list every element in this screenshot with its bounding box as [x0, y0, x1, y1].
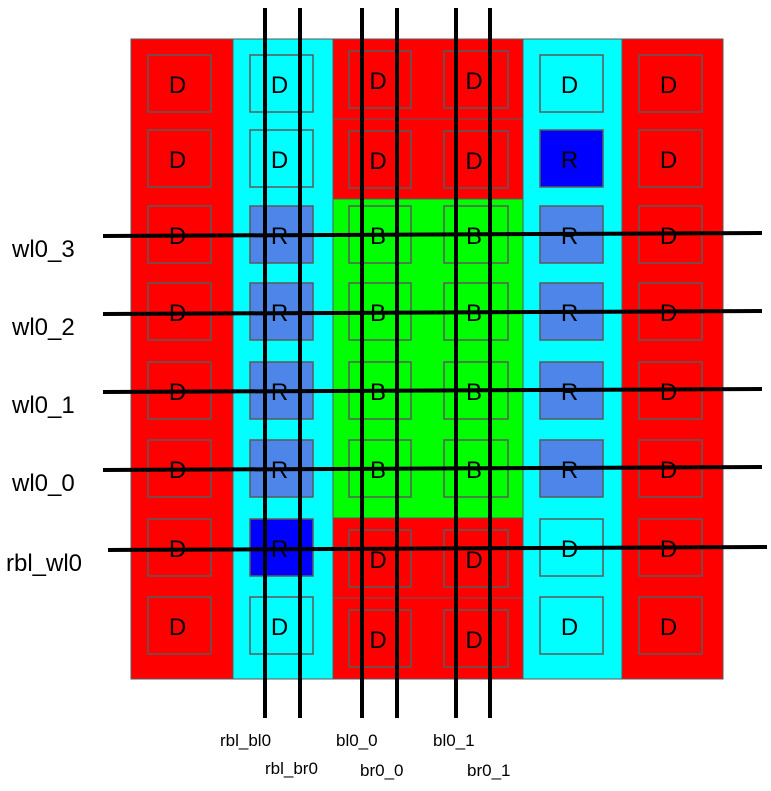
- cell-label: D: [369, 627, 386, 654]
- cell-label: D: [465, 627, 482, 654]
- bitline-label: br0_0: [360, 761, 403, 780]
- cell-label: D: [561, 614, 578, 641]
- cell-D: D: [249, 54, 314, 113]
- cell-box: [348, 529, 412, 588]
- cell-label: D: [271, 614, 288, 641]
- cell-label: D: [169, 614, 186, 641]
- wordline-label: wl0_2: [11, 314, 75, 341]
- bitline-label: br0_1: [467, 761, 510, 780]
- cell-label: R: [561, 379, 578, 406]
- cell-label: D: [465, 148, 482, 175]
- cell-label: D: [660, 147, 677, 174]
- cell-label: D: [271, 72, 288, 99]
- wordline-label: wl0_0: [11, 470, 75, 497]
- cell-D: D: [147, 596, 212, 655]
- cell-label: D: [660, 536, 677, 563]
- cell-box: [147, 518, 212, 577]
- cell-box: [249, 54, 314, 113]
- cell-D: D: [147, 129, 212, 188]
- cell-box: [348, 130, 412, 189]
- wordline-wl0_3: [102, 231, 763, 238]
- cell-label: D: [660, 72, 677, 99]
- wordline-wl0_0: [102, 465, 763, 472]
- cell-label: D: [169, 72, 186, 99]
- wordline-wl0_1: [102, 387, 763, 394]
- cell-D: D: [443, 529, 509, 588]
- cell-label: D: [271, 147, 288, 174]
- bitline-label: rbl_br0: [265, 759, 318, 778]
- cell-D: D: [348, 529, 412, 588]
- cell-label: D: [465, 547, 482, 574]
- cell-label: D: [660, 223, 677, 250]
- bitline-label: rbl_bl0: [220, 731, 271, 750]
- wordline-label: wl0_1: [11, 392, 75, 419]
- cell-D: D: [638, 596, 703, 655]
- cell-label: D: [660, 457, 677, 484]
- cell-D: D: [348, 130, 412, 189]
- wordline-rbl_wl0: [107, 545, 768, 552]
- cell-box: [249, 129, 314, 188]
- cell-box: [147, 129, 212, 188]
- cell-label: D: [369, 148, 386, 175]
- cell-label: B: [466, 223, 482, 250]
- cell-D: D: [638, 129, 703, 188]
- cell-label: R: [561, 223, 578, 250]
- cell-label: D: [561, 72, 578, 99]
- cell-label: D: [369, 68, 386, 95]
- cell-label: D: [169, 147, 186, 174]
- cell-label: R: [561, 457, 578, 484]
- cell-R: R: [539, 129, 604, 188]
- cell-D: D: [249, 596, 314, 655]
- cell-box: [539, 596, 604, 655]
- cell-box: [539, 54, 604, 113]
- cell-D: D: [348, 50, 412, 109]
- cell-D: D: [443, 130, 509, 189]
- cell-label: D: [660, 614, 677, 641]
- wordline-label: rbl_wl0: [6, 550, 82, 577]
- cell-D: D: [147, 282, 212, 341]
- cell-D: D: [147, 54, 212, 113]
- cell-D: D: [147, 518, 212, 577]
- cell-label: D: [660, 300, 677, 327]
- cell-D: D: [539, 54, 604, 113]
- cell-label: B: [466, 379, 482, 406]
- cell-label: D: [660, 379, 677, 406]
- bitline-label: bl0_0: [336, 731, 378, 750]
- cell-D: D: [249, 129, 314, 188]
- wordline-label: wl0_3: [11, 236, 75, 263]
- bitline-label: bl0_1: [433, 731, 475, 750]
- cell-box: [348, 609, 412, 668]
- cell-label: R: [561, 147, 578, 174]
- cell-D: D: [539, 596, 604, 655]
- cell-box: [147, 596, 212, 655]
- cell-D: D: [638, 54, 703, 113]
- cell-box: [348, 50, 412, 109]
- cell-box: [638, 54, 703, 113]
- cell-D: D: [443, 609, 509, 668]
- cell-label: D: [465, 68, 482, 95]
- cell-box: [249, 596, 314, 655]
- cell-D: D: [443, 50, 509, 109]
- wordline-wl0_2: [102, 309, 763, 316]
- cell-D: D: [348, 609, 412, 668]
- cell-box: [638, 129, 703, 188]
- cell-box: [147, 54, 212, 113]
- cell-box: [539, 129, 604, 188]
- cell-label: B: [466, 457, 482, 484]
- cell-label: D: [369, 547, 386, 574]
- cell-box: [147, 282, 212, 341]
- cell-box: [638, 596, 703, 655]
